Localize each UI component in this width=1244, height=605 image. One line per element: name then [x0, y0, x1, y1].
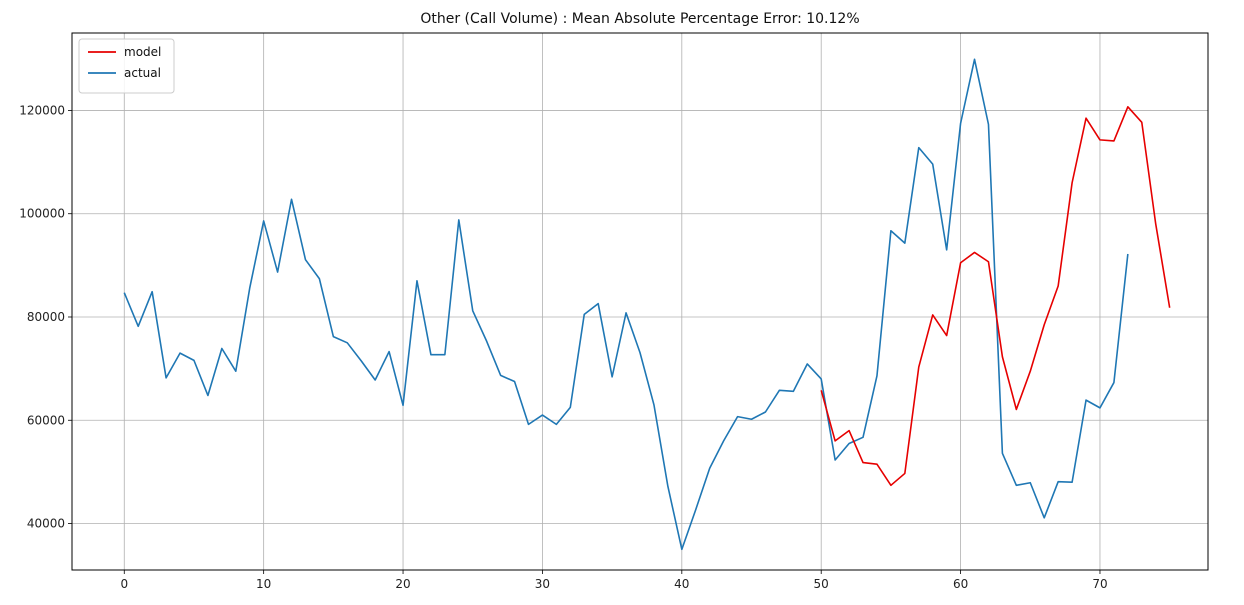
y-tick-label: 80000 [27, 310, 65, 324]
series-lines [123, 58, 1171, 551]
y-tick-label: 100000 [19, 207, 65, 221]
y-tick-label: 120000 [19, 103, 65, 117]
chart-title: Other (Call Volume) : Mean Absolute Perc… [420, 11, 859, 27]
legend: model actual [78, 38, 175, 94]
plot-area-frame [71, 32, 1209, 571]
x-tick-label: 50 [814, 577, 829, 591]
x-tick-label: 60 [953, 577, 968, 591]
grid-lines [72, 33, 1208, 570]
x-tick-label: 20 [395, 577, 410, 591]
legend-label-model: model [124, 45, 161, 59]
x-tick-label: 0 [120, 577, 128, 591]
legend-label-actual: actual [124, 66, 161, 80]
series-line-actual [123, 58, 1129, 551]
axis-ticks: 0 10 20 30 40 50 60 70 40000 60000 80000 100000 1200… [19, 103, 1107, 591]
y-tick-label: 60000 [27, 413, 65, 427]
x-tick-label: 70 [1092, 577, 1107, 591]
x-tick-label: 10 [256, 577, 271, 591]
series-line-model [820, 106, 1171, 487]
y-tick-label: 40000 [27, 517, 65, 531]
x-tick-label: 30 [535, 577, 550, 591]
x-tick-label: 40 [674, 577, 689, 591]
